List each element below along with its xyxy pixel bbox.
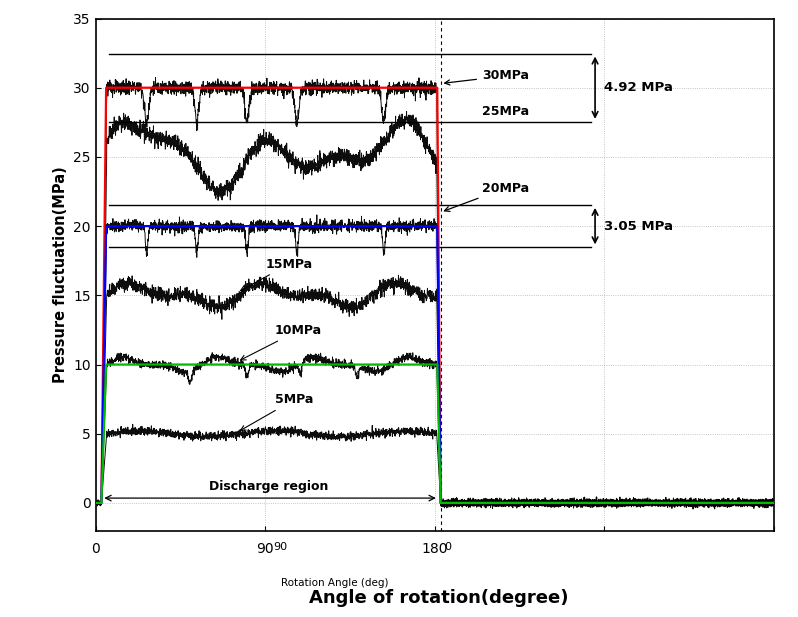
Text: 90: 90 [273, 542, 287, 552]
Text: 4.92 MPa: 4.92 MPa [604, 81, 674, 94]
Text: 30MPa: 30MPa [444, 69, 529, 85]
Text: 20MPa: 20MPa [444, 181, 529, 212]
Text: 5MPa: 5MPa [240, 393, 313, 430]
Text: 25MPa: 25MPa [482, 106, 529, 118]
Text: Discharge region: Discharge region [209, 481, 329, 494]
Text: Rotation Angle (deg): Rotation Angle (deg) [282, 578, 389, 588]
Text: 0: 0 [92, 542, 100, 556]
Y-axis label: Pressure fluctuation(MPa): Pressure fluctuation(MPa) [53, 166, 68, 383]
Text: 180: 180 [421, 542, 448, 556]
Text: 10MPa: 10MPa [241, 324, 322, 360]
Text: 0: 0 [444, 542, 452, 552]
Text: 90: 90 [256, 542, 275, 556]
Text: 15MPa: 15MPa [241, 258, 313, 291]
Text: Angle of rotation(degree): Angle of rotation(degree) [309, 589, 569, 608]
Text: 3.05 MPa: 3.05 MPa [604, 220, 674, 233]
